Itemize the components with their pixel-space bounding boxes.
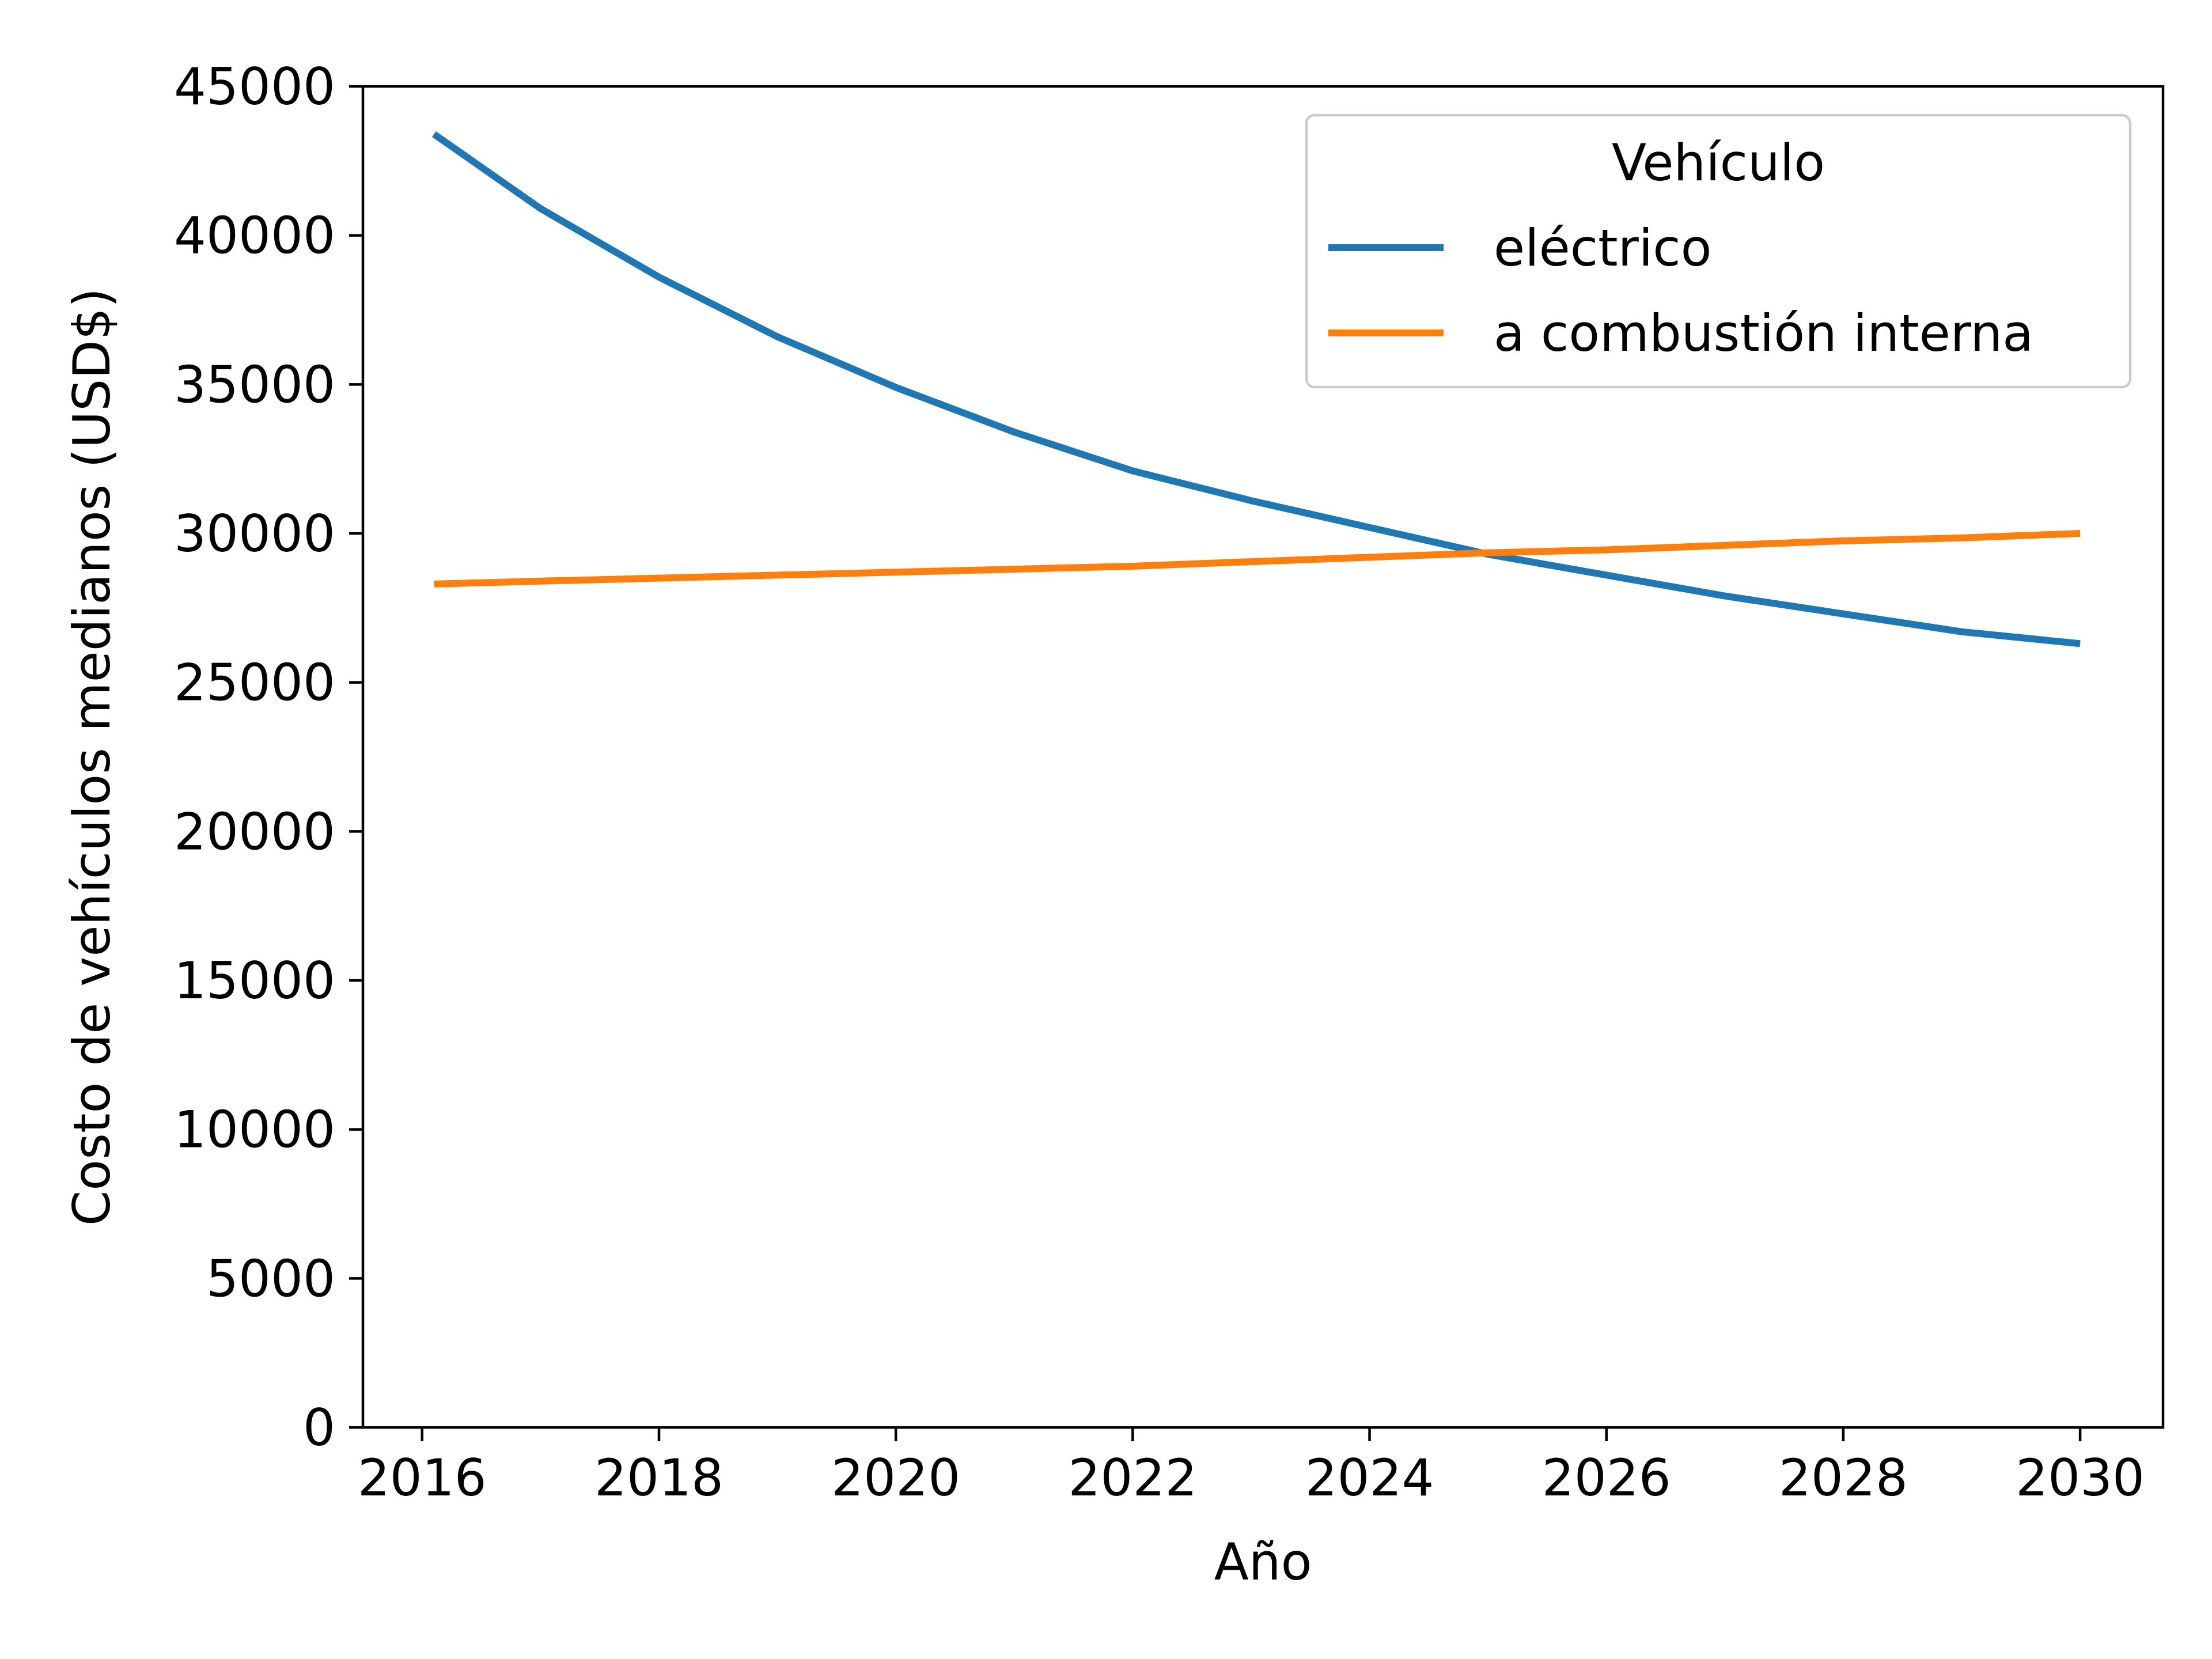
legend-box [1305,113,2132,389]
y-tick-label: 5000 [206,1249,335,1308]
plot-area [361,85,2165,1429]
legend-label: eléctrico [1494,218,1711,278]
y-tick-label: 45000 [174,57,335,116]
y-tick-label: 40000 [174,206,335,266]
legend-title: Vehículo [1612,133,1825,192]
y-tick-label: 35000 [174,355,335,414]
x-tick-label: 2030 [2016,1448,2145,1508]
y-axis-title: Costo de vehículos medianos (USD$) [62,288,122,1226]
axes-frame [361,85,2165,1429]
x-axis-ticks: 2016 2018 2020 2022 2024 2026 2028 2030 [358,1427,2145,1508]
series-layer [431,131,2081,647]
x-tick-label: 2020 [831,1448,960,1508]
x-axis-title: Año [1214,1532,1312,1592]
x-tick-label: 2024 [1305,1448,1434,1508]
y-tick-label: 25000 [174,653,335,713]
legend-label: a combustión interna [1494,304,2033,363]
x-tick-label: 2022 [1068,1448,1197,1508]
legend: Vehículo eléctrico a combustión interna [1305,113,2132,389]
y-tick-label: 10000 [174,1100,335,1160]
y-axis-ticks: 0 5000 10000 15000 20000 25000 30000 35000 40000… [174,57,363,1457]
y-tick-label: 15000 [174,951,335,1010]
y-tick-label: 20000 [174,802,335,861]
series-line-electrico [431,131,2081,647]
x-tick-label: 2018 [594,1448,724,1508]
legend-items: eléctrico a combustión interna [1328,218,2033,363]
x-tick-label: 2028 [1779,1448,1908,1508]
x-tick-label: 2026 [1542,1448,1671,1508]
y-tick-label: 0 [303,1398,335,1457]
y-tick-label: 30000 [174,504,335,563]
series-line-combustion [434,530,2081,588]
x-tick-label: 2016 [358,1448,487,1508]
